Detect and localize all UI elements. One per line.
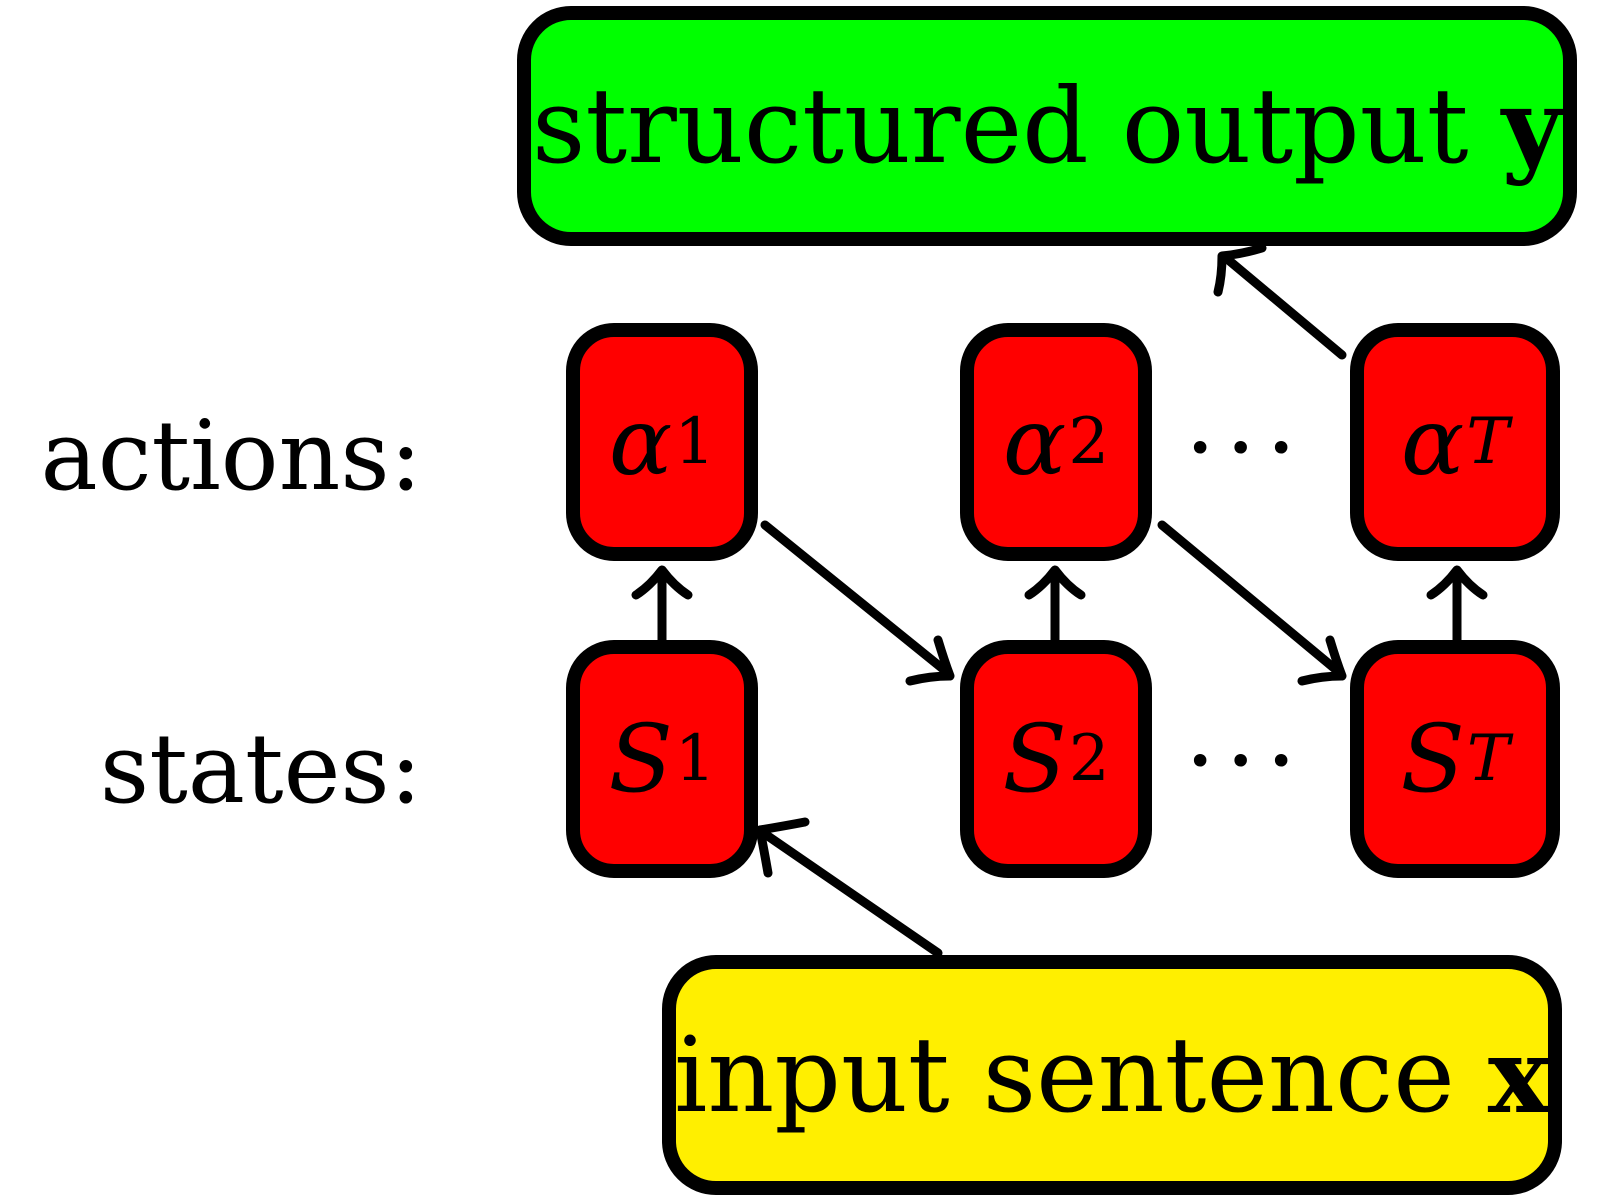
action-T-symbol: α: [1400, 387, 1465, 497]
state-T-symbol: S: [1400, 704, 1465, 814]
row-label-states: states:: [99, 713, 422, 825]
output-box-label: structured output: [531, 65, 1469, 187]
ellipsis-states: ···: [1185, 705, 1307, 817]
ellipsis-actions: ···: [1185, 392, 1307, 504]
state-1-symbol: S: [608, 704, 673, 814]
arrowhead-st-at: [1426, 565, 1488, 600]
state-T-sub: T: [1466, 722, 1510, 796]
arrow-at-to-output: [1221, 253, 1347, 360]
arrowhead-s2-a2: [1024, 565, 1086, 600]
structured-output-box: structured output y: [517, 6, 1577, 246]
input-var-x: x: [1487, 1013, 1550, 1137]
arrowhead-a2-st: [1297, 635, 1347, 686]
action-1-symbol: α: [608, 387, 673, 497]
input-sentence-box: input sentence x: [662, 955, 1562, 1195]
arrow-input-to-s1: [757, 827, 943, 958]
action-T-sub: T: [1466, 405, 1510, 479]
arrowhead-input-s1: [755, 817, 810, 878]
state-2-symbol: S: [1002, 704, 1067, 814]
action-2-symbol: α: [1002, 387, 1067, 497]
output-var-y: y: [1501, 64, 1562, 188]
arrowhead-at-output: [1213, 243, 1267, 297]
arrowhead-s1-a1: [631, 565, 693, 600]
row-label-actions: actions:: [40, 400, 422, 512]
state-2-sub: 2: [1068, 722, 1110, 796]
arrowhead-a1-s2: [905, 635, 955, 686]
arrow-a1-to-s2: [760, 520, 953, 678]
arrow-a2-to-st: [1157, 520, 1345, 678]
input-box-label: input sentence: [674, 1014, 1455, 1136]
action-2-sub: 2: [1068, 405, 1110, 479]
state-1-sub: 1: [674, 722, 716, 796]
action-1-sub: 1: [674, 405, 716, 479]
